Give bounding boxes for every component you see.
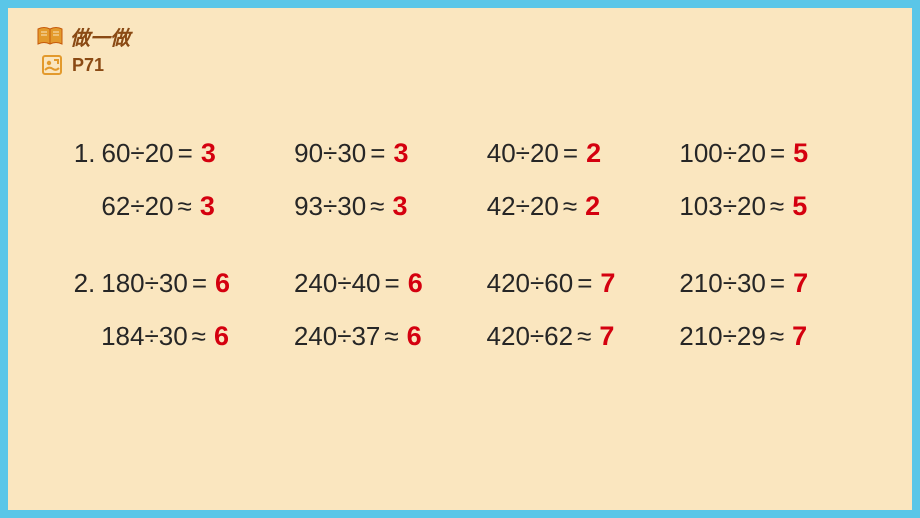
answer: 7 — [599, 321, 614, 352]
relation: ≈ — [178, 191, 192, 222]
answer: 6 — [214, 321, 229, 352]
expression: 240÷40 — [294, 268, 381, 299]
expr-cell: 60÷20= 3 — [102, 138, 295, 169]
answer: 3 — [200, 191, 215, 222]
relation: ≈ — [384, 321, 398, 352]
expr-cell: 62÷20≈3 — [101, 191, 294, 222]
expr-cell: 210÷30= 7 — [679, 268, 872, 299]
exercise-content: 1. 60÷20=3 90÷30=3 40÷20=2 100÷20=5 62÷2… — [68, 138, 872, 398]
expression: 184÷30 — [101, 321, 188, 352]
relation: = — [385, 268, 400, 299]
group-number: 1. — [68, 138, 96, 169]
expr-cell: 420÷60= 7 — [487, 268, 680, 299]
expr-cell: 103÷20≈5 — [679, 191, 872, 222]
relation: = — [770, 138, 785, 169]
relation: = — [178, 138, 193, 169]
relation: ≈ — [770, 191, 784, 222]
expr-cell: 184÷30≈6 — [101, 321, 294, 352]
expression: 420÷60 — [487, 268, 574, 299]
relation: ≈ — [563, 191, 577, 222]
expr-cell: 240÷40= 6 — [294, 268, 487, 299]
expression: 42÷20 — [487, 191, 559, 222]
group-number: 2. — [68, 268, 95, 299]
expression: 210÷30 — [679, 268, 766, 299]
answer: 6 — [407, 321, 422, 352]
answer: 3 — [393, 138, 408, 169]
expr-cell: 93÷30≈3 — [294, 191, 487, 222]
expression: 60÷20 — [102, 138, 174, 169]
header-row-2: P71 — [40, 53, 130, 77]
answer: 7 — [793, 268, 808, 299]
answer: 5 — [793, 138, 808, 169]
exercise-group-1: 1. 60÷20=3 90÷30=3 40÷20=2 100÷20=5 62÷2… — [68, 138, 872, 222]
answer: 3 — [392, 191, 407, 222]
expr-cell: 180÷30= 6 — [101, 268, 294, 299]
expression: 180÷30 — [101, 268, 188, 299]
expr-cell: 420÷62≈7 — [487, 321, 680, 352]
expression: 240÷37 — [294, 321, 381, 352]
exercise-line: 184÷30≈6 240÷37≈6 420÷62≈7 210÷29≈7 — [68, 321, 872, 352]
relation: = — [370, 138, 385, 169]
exercise-line: 2. 180÷30=6 240÷40=6 420÷60=7 210÷30=7 — [68, 268, 872, 299]
answer: 7 — [792, 321, 807, 352]
note-icon — [40, 53, 64, 77]
expr-cell: 42÷20≈2 — [487, 191, 680, 222]
page-reference: P71 — [72, 55, 104, 76]
expression: 210÷29 — [679, 321, 766, 352]
expression: 420÷62 — [487, 321, 574, 352]
answer: 2 — [586, 138, 601, 169]
relation: = — [577, 268, 592, 299]
expression: 93÷30 — [294, 191, 366, 222]
exercise-line: 1. 60÷20=3 90÷30=3 40÷20=2 100÷20=5 — [68, 138, 872, 169]
expr-cell: 90÷30= 3 — [294, 138, 487, 169]
answer: 6 — [408, 268, 423, 299]
relation: = — [192, 268, 207, 299]
expression: 100÷20 — [679, 138, 766, 169]
expr-cell: 210÷29≈7 — [679, 321, 872, 352]
relation: ≈ — [192, 321, 206, 352]
slide-frame: 做一做 P71 1. 60÷20=3 90÷30=3 40÷20=2 100÷2… — [0, 0, 920, 518]
expression: 40÷20 — [487, 138, 559, 169]
exercise-line: 62÷20≈3 93÷30≈3 42÷20≈2 103÷20≈5 — [68, 191, 872, 222]
book-icon — [36, 26, 64, 48]
expr-cell: 240÷37≈6 — [294, 321, 487, 352]
section-title: 做一做 — [70, 22, 130, 51]
exercise-group-2: 2. 180÷30=6 240÷40=6 420÷60=7 210÷30=7 1… — [68, 268, 872, 352]
expr-cell: 100÷20= 5 — [679, 138, 872, 169]
answer: 6 — [215, 268, 230, 299]
relation: = — [563, 138, 578, 169]
expr-cell: 40÷20= 2 — [487, 138, 680, 169]
header: 做一做 P71 — [36, 22, 130, 77]
answer: 3 — [201, 138, 216, 169]
expression: 103÷20 — [679, 191, 766, 222]
answer: 5 — [792, 191, 807, 222]
relation: ≈ — [370, 191, 384, 222]
relation: ≈ — [577, 321, 591, 352]
expression: 62÷20 — [101, 191, 173, 222]
answer: 7 — [600, 268, 615, 299]
header-row-1: 做一做 — [36, 22, 130, 51]
relation: = — [770, 268, 785, 299]
expression: 90÷30 — [294, 138, 366, 169]
relation: ≈ — [770, 321, 784, 352]
answer: 2 — [585, 191, 600, 222]
